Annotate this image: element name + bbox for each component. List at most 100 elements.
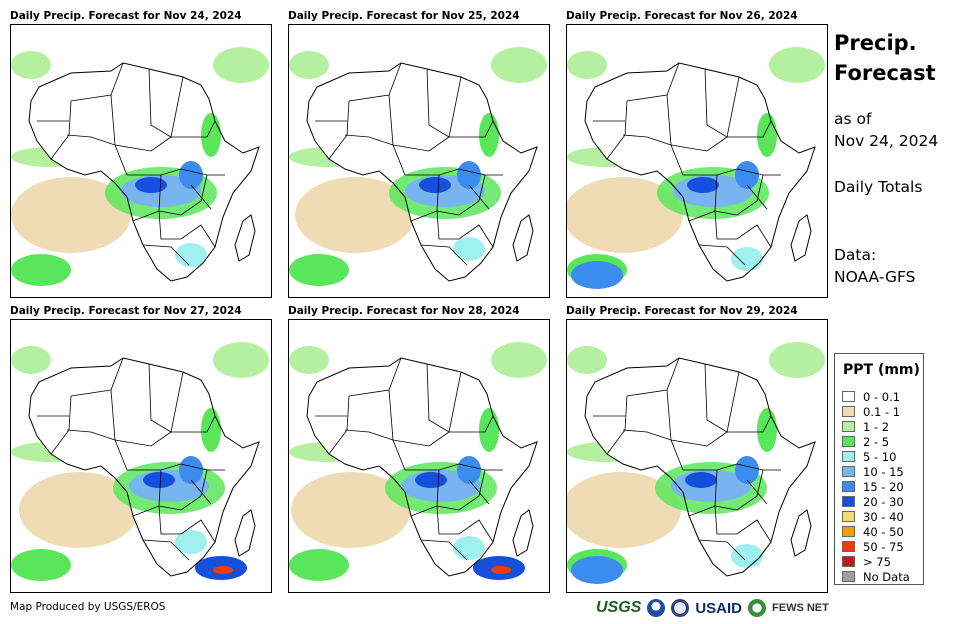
country-border (392, 136, 450, 152)
rain-area (11, 549, 71, 581)
heavy-rain (415, 472, 447, 488)
legend-row: 40 - 50 (842, 524, 910, 539)
fews-net-logo: FEWS NET (772, 602, 829, 614)
map-panel-4: Daily Precip. Forecast for Nov 27, 2024 (10, 305, 272, 597)
heavy-rain (179, 456, 203, 484)
panel-title: Daily Precip. Forecast for Nov 29, 2024 (566, 305, 798, 317)
legend-swatch (842, 541, 855, 552)
light-rain-area (11, 177, 131, 253)
light-rain-area (567, 346, 607, 374)
light-rain-area (11, 346, 51, 374)
as-of-date: Nov 24, 2024 (834, 132, 939, 150)
legend-row: No Data (842, 569, 910, 584)
light-rain-area (491, 342, 547, 378)
legend-label: 0.1 - 1 (863, 404, 901, 419)
legend-swatch (842, 496, 855, 507)
legend-row: 0.1 - 1 (842, 404, 910, 419)
light-rain-area (769, 47, 825, 83)
legend-label: 40 - 50 (863, 524, 904, 539)
heavy-rain (735, 456, 759, 484)
country-border (158, 174, 208, 216)
coastline (306, 357, 538, 577)
country-border (410, 210, 438, 222)
legend-swatch (842, 511, 855, 522)
rain-area (11, 254, 71, 286)
country-border (714, 210, 772, 248)
panel-title: Daily Precip. Forecast for Nov 25, 2024 (288, 10, 520, 22)
legend-label: No Data (863, 569, 910, 584)
country-border (190, 479, 212, 505)
map-panel-3: Daily Precip. Forecast for Nov 26, 2024 (566, 10, 828, 302)
rain-area (201, 408, 221, 452)
precip-map (288, 319, 550, 593)
country-border (746, 479, 768, 505)
country-border (727, 415, 772, 433)
country-border (392, 431, 450, 447)
country-border (449, 120, 494, 138)
coastline (584, 62, 816, 282)
legend-swatch (842, 481, 855, 492)
africa-map (11, 320, 271, 592)
legend-swatch (842, 466, 855, 477)
legend-row: 2 - 5 (842, 434, 910, 449)
forecast-title: Precip. Forecast (834, 28, 964, 88)
rain-area (289, 549, 349, 581)
light-rain-area (213, 47, 269, 83)
legend-swatch (842, 556, 855, 567)
country-border (688, 210, 716, 222)
rain-area (289, 254, 349, 286)
light-rain-area (289, 346, 329, 374)
country-border (148, 363, 184, 433)
map-panel-2: Daily Precip. Forecast for Nov 25, 2024 (288, 10, 550, 302)
light-rain-area (491, 47, 547, 83)
data-source: NOAA-GFS (834, 268, 916, 286)
panel-title: Daily Precip. Forecast for Nov 27, 2024 (10, 305, 242, 317)
country-border (142, 244, 190, 266)
country-border (127, 168, 225, 176)
panel-title: Daily Precip. Forecast for Nov 26, 2024 (566, 10, 798, 22)
country-border (698, 539, 746, 561)
extreme-rain (491, 566, 511, 574)
africa-map (567, 25, 827, 297)
extreme-rain (213, 566, 233, 574)
coastline (584, 357, 816, 577)
state-dept-seal-icon (671, 599, 690, 617)
light-rain-area (567, 51, 607, 79)
light-rain-area (11, 51, 51, 79)
legend-title: PPT (mm) (843, 362, 920, 378)
legend-row: 0 - 0.1 (842, 389, 910, 404)
country-border (704, 68, 740, 138)
usgs-logo: USGS (596, 599, 642, 616)
country-border (622, 134, 672, 146)
legend-row: 5 - 10 (842, 449, 910, 464)
title-line-2: Forecast (834, 61, 936, 85)
map-panel-1: Daily Precip. Forecast for Nov 24, 2024 (10, 10, 272, 302)
panel-title: Daily Precip. Forecast for Nov 24, 2024 (10, 10, 242, 22)
logo-strip: USGS USAID FEWS NET (596, 597, 829, 619)
usaid-logo: USAID (695, 599, 743, 617)
rain-area (175, 530, 207, 554)
rain-area (175, 243, 207, 267)
legend-swatch (842, 436, 855, 447)
legend-row: 50 - 75 (842, 539, 910, 554)
legend-label: 5 - 10 (863, 449, 897, 464)
country-border (114, 431, 172, 447)
country-border (171, 120, 216, 138)
light-rain-area (289, 51, 329, 79)
africa-map (289, 320, 549, 592)
country-border (426, 68, 462, 138)
rain-area (757, 408, 777, 452)
as-of-label: as of (834, 110, 872, 128)
country-border (436, 469, 486, 511)
map-panel-6: Daily Precip. Forecast for Nov 29, 2024 (566, 305, 828, 597)
legend-swatch (842, 421, 855, 432)
madagascar (790, 509, 812, 557)
country-border (132, 505, 160, 517)
rain-area (731, 544, 763, 568)
as-of-block: as of Nov 24, 2024 (834, 108, 938, 152)
country-border (158, 210, 216, 248)
country-border (683, 463, 781, 471)
legend-row: 30 - 40 (842, 509, 910, 524)
